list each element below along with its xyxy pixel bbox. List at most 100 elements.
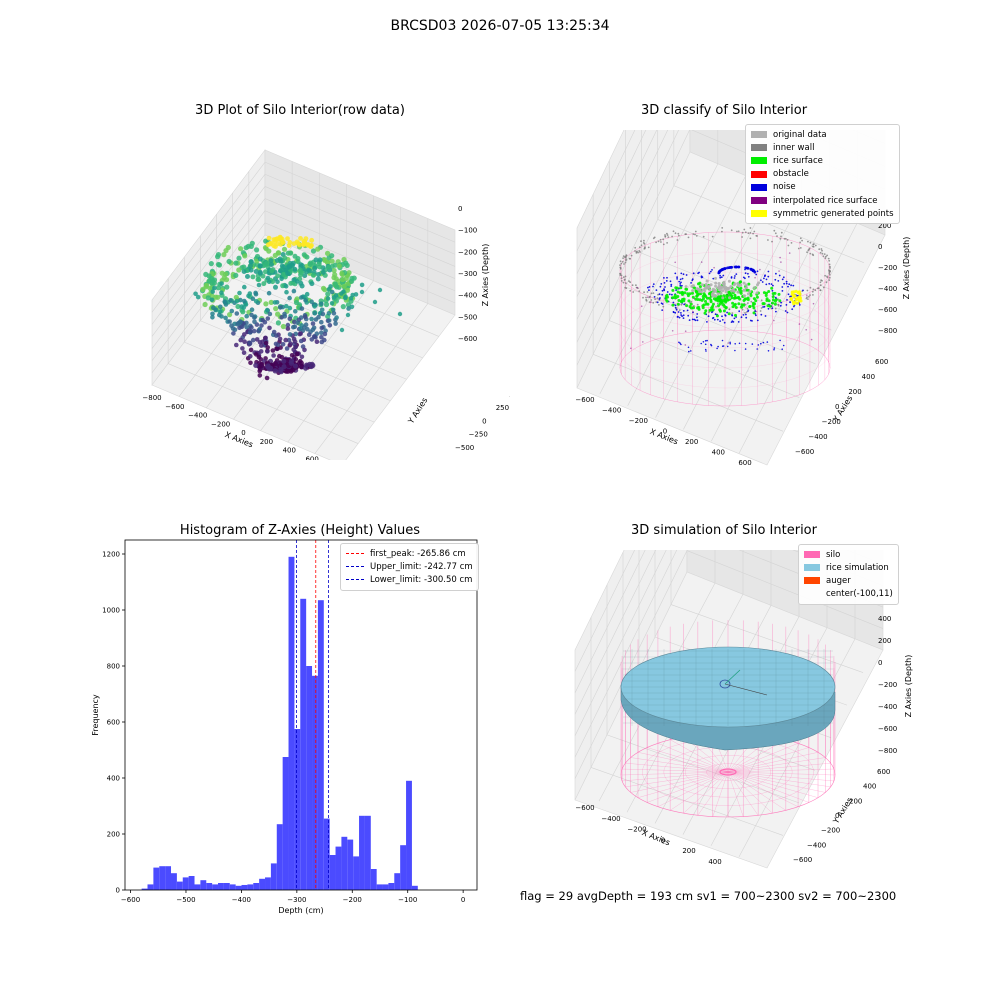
data-point bbox=[689, 302, 693, 306]
data-point bbox=[783, 237, 786, 240]
data-point bbox=[643, 291, 645, 294]
data-point bbox=[622, 257, 624, 259]
legend-entry: auger bbox=[804, 574, 893, 587]
data-point bbox=[734, 313, 737, 317]
data-point bbox=[294, 279, 300, 284]
grid-line bbox=[260, 280, 374, 431]
data-point bbox=[749, 227, 752, 229]
silo-floor-spoke bbox=[727, 771, 836, 776]
data-point bbox=[774, 232, 777, 235]
histogram-bar bbox=[323, 818, 330, 890]
data-point bbox=[773, 348, 775, 351]
data-point bbox=[344, 287, 351, 293]
data-point bbox=[734, 343, 736, 345]
data-point bbox=[625, 258, 628, 260]
data-point bbox=[309, 237, 315, 243]
legend-entry: rice simulation bbox=[804, 561, 893, 574]
legend-swatch bbox=[751, 144, 767, 152]
data-point bbox=[249, 312, 254, 318]
silo-floor-spoke bbox=[697, 771, 729, 816]
data-point bbox=[316, 272, 321, 277]
data-point bbox=[701, 294, 705, 298]
tick-label: −800 bbox=[142, 394, 161, 402]
data-point bbox=[756, 270, 759, 273]
data-point bbox=[302, 314, 308, 319]
tick-label: −500 bbox=[458, 313, 477, 321]
data-point bbox=[747, 282, 751, 286]
data-point bbox=[666, 242, 668, 244]
tick-label: −400 bbox=[602, 407, 621, 415]
data-point bbox=[280, 323, 286, 330]
data-point bbox=[740, 303, 744, 307]
legend-swatch bbox=[804, 577, 820, 585]
tick-label: −200 bbox=[629, 417, 648, 425]
data-point bbox=[685, 274, 688, 276]
data-point bbox=[275, 273, 281, 279]
data-point bbox=[275, 320, 281, 326]
data-point bbox=[234, 298, 240, 304]
data-point bbox=[211, 277, 218, 283]
data-point bbox=[285, 368, 291, 374]
data-point bbox=[312, 304, 317, 309]
raw-3d-plot[interactable]: −800−600−400−2000200400600800−500−250025… bbox=[120, 130, 510, 460]
data-point bbox=[638, 290, 641, 293]
data-point bbox=[265, 345, 270, 350]
data-point bbox=[624, 261, 627, 264]
data-point bbox=[303, 365, 309, 371]
data-point bbox=[298, 360, 304, 366]
data-point bbox=[782, 344, 785, 347]
data-point bbox=[642, 341, 644, 343]
data-point bbox=[274, 258, 280, 263]
data-point bbox=[732, 296, 736, 300]
data-point bbox=[249, 325, 254, 330]
data-point bbox=[679, 278, 682, 281]
data-point bbox=[648, 301, 651, 303]
data-point bbox=[291, 288, 297, 294]
data-point bbox=[299, 354, 305, 360]
y-axis-label: Y Axies bbox=[406, 396, 430, 426]
data-point bbox=[666, 234, 669, 236]
data-point bbox=[282, 255, 288, 261]
data-point bbox=[317, 264, 323, 270]
data-point bbox=[319, 307, 325, 313]
tick-label: 0 bbox=[878, 659, 882, 667]
data-point bbox=[229, 323, 234, 328]
tick-label: 600 bbox=[738, 459, 751, 467]
silo-floor-spoke bbox=[670, 771, 729, 811]
data-point bbox=[824, 274, 826, 277]
histogram-bar bbox=[276, 824, 283, 890]
pane-floor bbox=[576, 151, 886, 466]
data-point bbox=[718, 269, 722, 273]
data-point bbox=[782, 276, 785, 279]
tick-label: −600 bbox=[878, 725, 897, 733]
data-point bbox=[215, 285, 221, 291]
data-point bbox=[619, 274, 622, 276]
legend-label: rice surface bbox=[773, 155, 823, 166]
data-point bbox=[653, 296, 656, 298]
data-point bbox=[760, 307, 763, 309]
data-point bbox=[779, 256, 781, 259]
data-point bbox=[695, 235, 698, 237]
data-point bbox=[638, 246, 641, 249]
data-point bbox=[212, 285, 217, 291]
data-point bbox=[298, 262, 304, 268]
data-point bbox=[642, 296, 644, 299]
data-point bbox=[671, 330, 674, 332]
data-point bbox=[729, 285, 733, 289]
data-point bbox=[675, 289, 677, 291]
silo-floor-spoke bbox=[727, 771, 819, 798]
data-point bbox=[322, 337, 327, 343]
histogram-bar bbox=[182, 877, 189, 890]
legend-swatch bbox=[751, 131, 767, 139]
data-point bbox=[678, 234, 680, 237]
data-point bbox=[644, 246, 646, 249]
data-point bbox=[238, 297, 243, 303]
data-point bbox=[206, 273, 212, 279]
data-point bbox=[244, 313, 249, 319]
data-point bbox=[674, 311, 677, 314]
data-point bbox=[796, 291, 800, 295]
data-point bbox=[724, 314, 727, 317]
data-point bbox=[639, 251, 641, 253]
data-point bbox=[686, 309, 689, 312]
